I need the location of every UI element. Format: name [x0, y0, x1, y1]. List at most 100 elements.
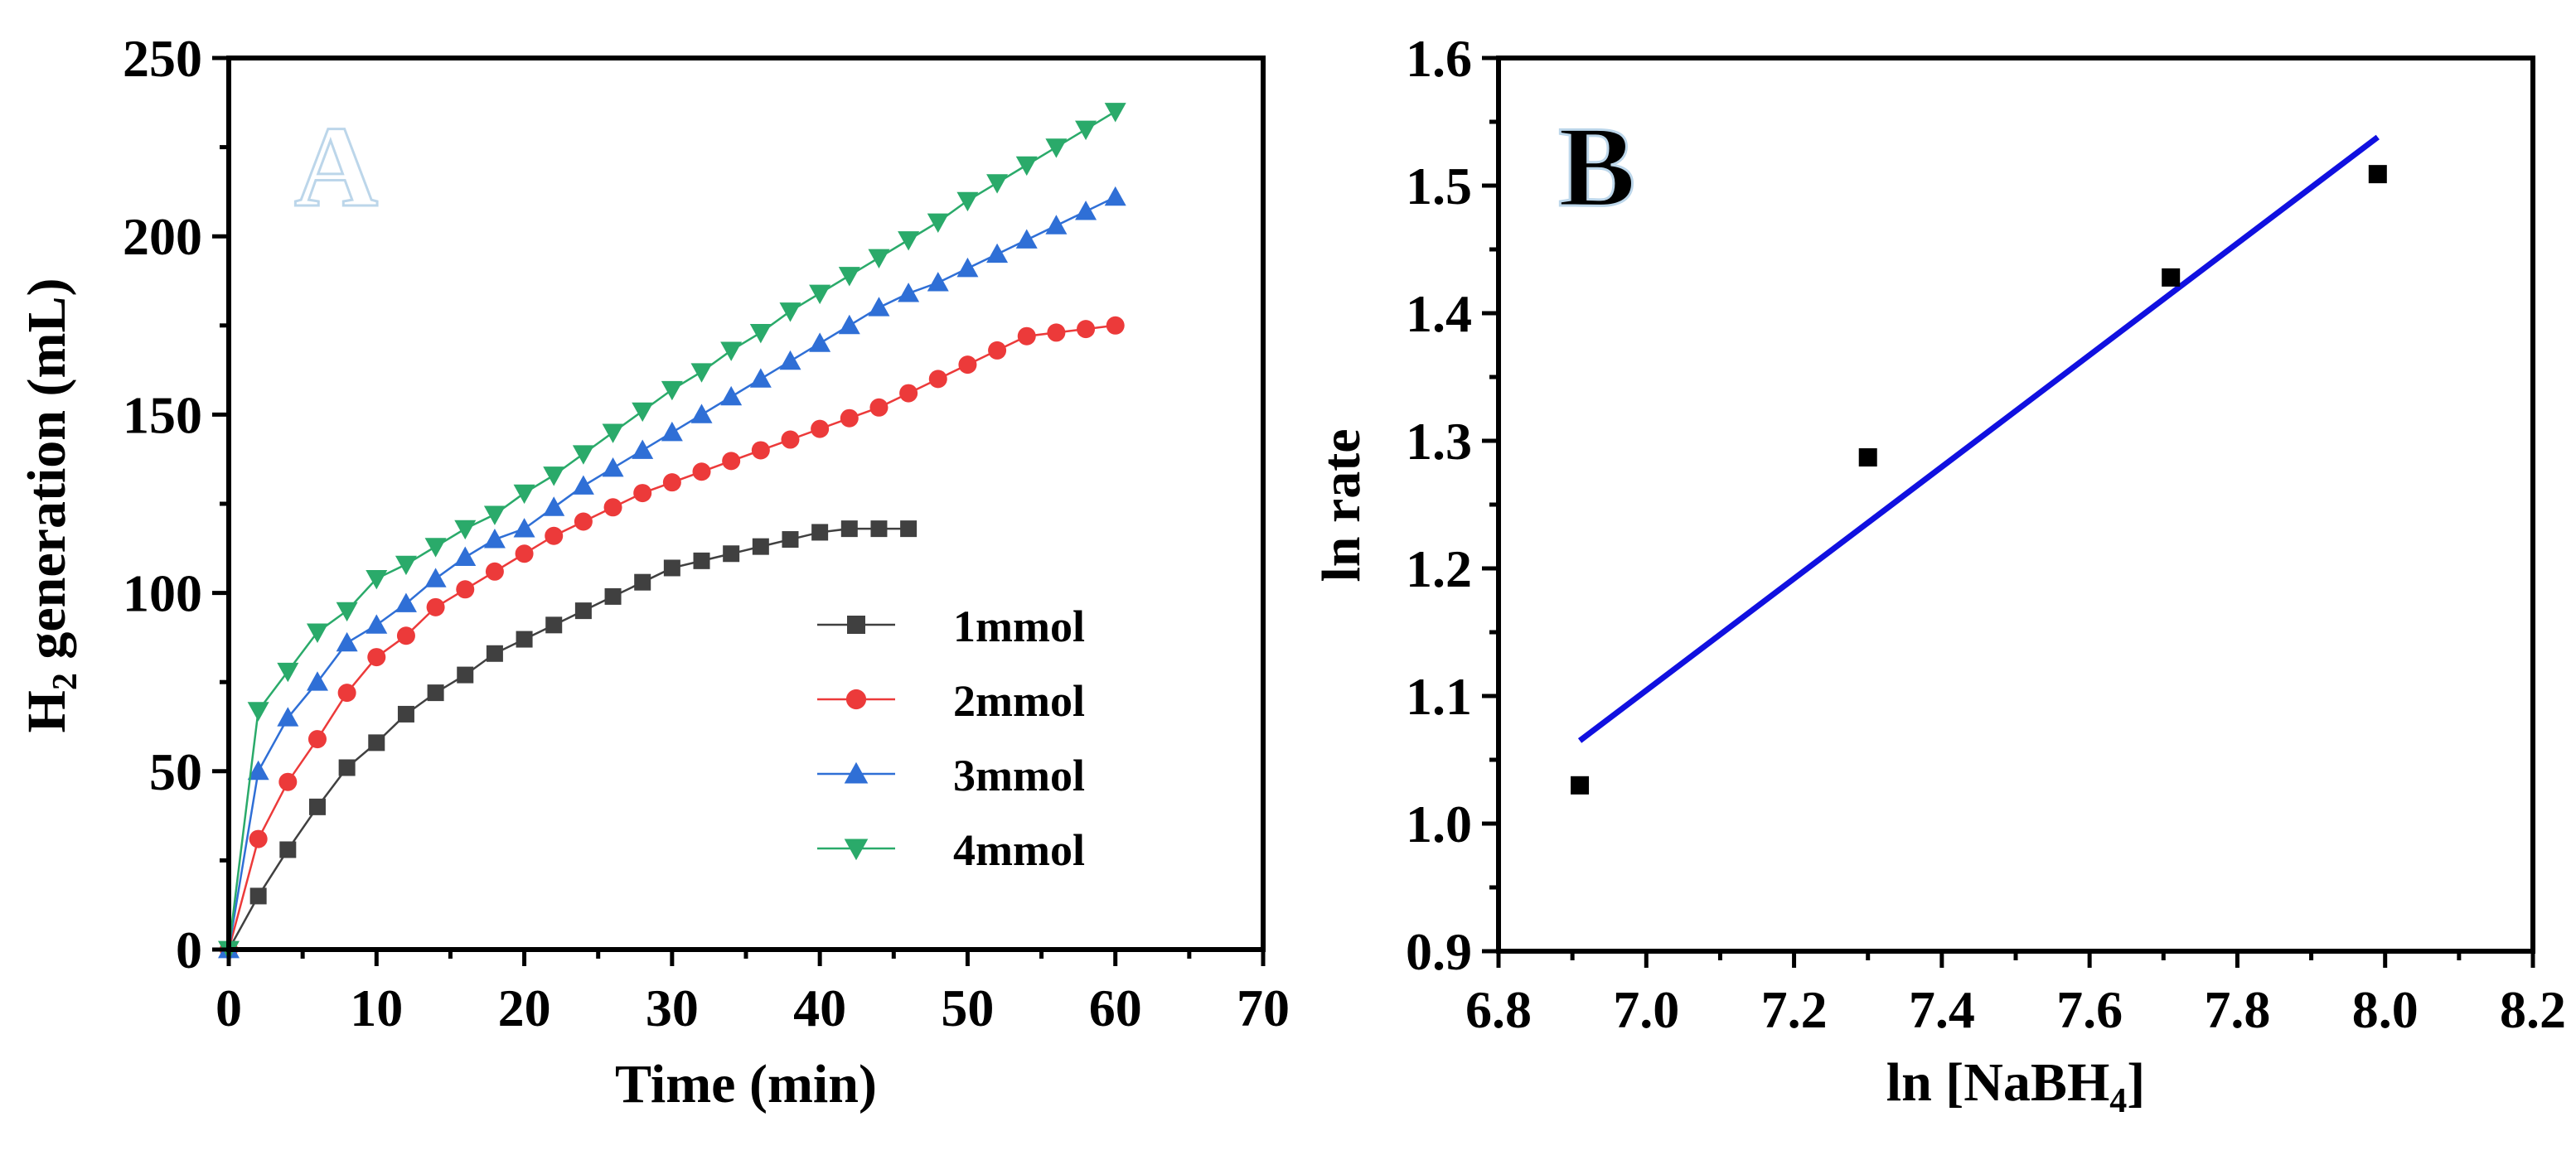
data-point-3mmol	[277, 707, 299, 727]
data-point-1mmol	[604, 587, 622, 605]
panel-b-y-tick-label: 1.1	[1406, 667, 1472, 726]
data-point-3mmol	[632, 439, 654, 459]
data-point-2mmol	[811, 419, 830, 438]
scatter-point	[2162, 268, 2181, 287]
data-point-1mmol	[486, 645, 503, 662]
data-point-1mmol	[900, 520, 918, 538]
data-point-4mmol	[513, 484, 535, 505]
data-point-3mmol	[454, 546, 477, 566]
panel-b-x-axis-title-main: ln [NaBH	[1886, 1052, 2110, 1113]
data-point-2mmol	[958, 355, 977, 375]
data-point-4mmol	[809, 284, 831, 305]
data-point-3mmol	[483, 529, 506, 549]
legend-item-2mmol: 2mmol	[817, 676, 1085, 726]
data-point-2mmol	[899, 384, 918, 403]
data-point-1mmol	[308, 798, 326, 815]
data-point-2mmol	[515, 544, 534, 563]
panel-a-data-layer	[218, 103, 1126, 960]
data-point-4mmol	[247, 702, 269, 722]
data-point-3mmol	[395, 592, 417, 612]
panel-b-y-tick-label: 1.3	[1406, 412, 1472, 471]
data-point-1mmol	[840, 520, 858, 538]
data-point-4mmol	[779, 302, 801, 322]
panel-b-x-tick-label: 8.0	[2352, 980, 2419, 1039]
legend-item-1mmol: 1mmol	[817, 602, 1085, 651]
panel-a-y-tick-label: 100	[123, 564, 202, 623]
panel-b-x-tick-label: 6.8	[1465, 980, 1532, 1039]
data-point-1mmol	[427, 684, 444, 702]
panel-a-y-tick-label: 0	[176, 921, 202, 979]
data-point-4mmol	[483, 505, 506, 525]
panel-a-x-tick-label: 60	[1089, 979, 1142, 1037]
data-point-1mmol	[693, 552, 710, 569]
data-point-1mmol	[516, 631, 533, 648]
data-point-2mmol	[367, 648, 386, 667]
data-point-2mmol	[603, 498, 622, 517]
data-point-1mmol	[634, 573, 651, 591]
panel-a-y-axis-title-rest: generation (mL)	[17, 278, 77, 674]
panel-a-frame	[226, 56, 1266, 952]
data-point-2mmol	[574, 512, 593, 531]
scatter-point	[2368, 165, 2387, 184]
data-point-4mmol	[661, 380, 683, 401]
legend-label-2mmol: 2mmol	[953, 676, 1085, 726]
data-point-3mmol	[1104, 186, 1126, 206]
data-point-1mmol	[870, 520, 888, 538]
data-point-2mmol	[456, 580, 475, 599]
data-point-2mmol	[545, 526, 564, 545]
legend-marker-1mmol	[847, 616, 865, 634]
data-point-2mmol	[633, 484, 652, 503]
panel-a: 0 10 20 30 40 50 60 70 0 50 100 150 200 250 A Time (m…	[17, 29, 1290, 1114]
data-point-2mmol	[722, 452, 741, 471]
panel-b-x-tick-label: 7.8	[2204, 980, 2270, 1039]
legend-item-4mmol: 4mmol	[817, 825, 1085, 875]
data-point-4mmol	[749, 324, 772, 344]
data-point-3mmol	[956, 257, 979, 278]
panel-b: 6.8 7.0 7.2 7.4 7.6 7.8 8.0 8.2 0.9 1.0 1.1 1.2 1.3 1…	[1311, 29, 2566, 1120]
panel-b-data-layer	[1571, 134, 2387, 795]
series-4mmol	[218, 103, 1126, 960]
panel-a-y-axis-title: H2 generation (mL)	[17, 278, 85, 733]
data-point-2mmol	[662, 473, 681, 492]
panel-a-x-tick-label: 40	[793, 979, 846, 1037]
panel-b-y-tick-label: 1.6	[1406, 29, 1472, 88]
data-point-1mmol	[663, 559, 680, 577]
data-point-1mmol	[752, 538, 769, 555]
scatter-point	[1858, 448, 1877, 467]
panel-a-legend: 1mmol 2mmol 3mmol 4mmol	[817, 602, 1085, 875]
data-point-4mmol	[1015, 156, 1038, 176]
data-point-1mmol	[249, 887, 267, 905]
data-point-4mmol	[1104, 103, 1126, 123]
panel-a-y-axis-title-subscript: 2	[46, 673, 85, 690]
data-point-2mmol	[307, 730, 327, 749]
data-point-1mmol	[723, 545, 740, 563]
data-point-3mmol	[336, 631, 358, 652]
panel-b-y-tick-label: 1.4	[1406, 284, 1472, 343]
data-point-4mmol	[395, 555, 417, 576]
data-point-3mmol	[543, 496, 565, 516]
data-point-2mmol	[485, 562, 504, 581]
data-point-1mmol	[338, 759, 356, 776]
panel-b-y-tick-label: 1.0	[1406, 795, 1472, 853]
data-point-3mmol	[898, 283, 920, 302]
data-point-4mmol	[1045, 138, 1068, 158]
data-point-4mmol	[543, 466, 565, 486]
data-point-1mmol	[574, 602, 592, 620]
panel-a-x-tick-label: 50	[941, 979, 994, 1037]
data-point-4mmol	[690, 363, 713, 383]
data-point-3mmol	[513, 518, 535, 538]
data-point-2mmol	[781, 430, 800, 449]
panel-b-y-tick-label: 1.5	[1406, 157, 1472, 215]
panel-b-y-tick-label: 1.2	[1406, 539, 1472, 598]
series-2mmol	[220, 316, 1125, 959]
panel-a-x-tick-label: 0	[215, 979, 242, 1037]
data-point-4mmol	[454, 520, 477, 540]
data-point-2mmol	[840, 408, 859, 428]
data-point-4mmol	[632, 402, 654, 423]
data-point-3mmol	[986, 243, 1009, 263]
data-point-3mmol	[572, 475, 594, 495]
data-point-3mmol	[424, 568, 447, 587]
panel-b-x-tick-label: 8.2	[2500, 980, 2566, 1039]
data-point-4mmol	[366, 569, 388, 590]
